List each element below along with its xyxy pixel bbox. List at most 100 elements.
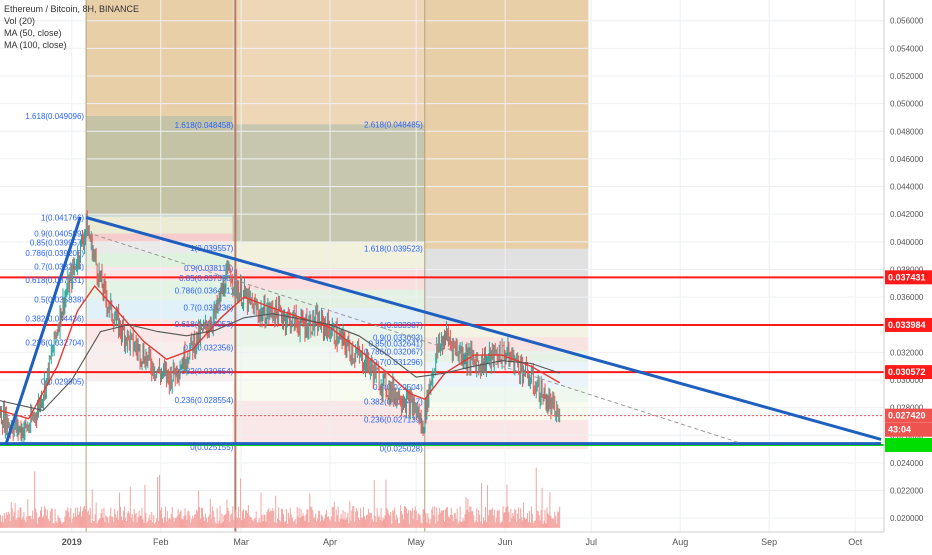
volume-bar	[255, 511, 257, 528]
volume-bar	[232, 506, 234, 528]
price-label: 0.027420	[888, 411, 926, 421]
volume-bar	[519, 518, 521, 528]
volume-bar	[269, 512, 271, 528]
volume-bar	[380, 507, 382, 528]
volume-bar	[286, 523, 288, 528]
volume-bar	[152, 522, 154, 528]
volume-bar	[192, 515, 194, 528]
volume-bar	[46, 509, 48, 528]
volume-bar	[341, 518, 343, 528]
volume-bar	[446, 507, 448, 528]
price-tick-label: 0.036000	[890, 293, 924, 302]
volume-bar	[202, 516, 204, 528]
volume-indicator-label[interactable]: Vol (20)	[4, 16, 36, 26]
volume-bar	[542, 523, 544, 528]
volume-bar	[444, 521, 446, 528]
volume-bar	[368, 512, 370, 528]
volume-bar	[352, 506, 354, 528]
volume-bar	[178, 514, 180, 528]
volume-bar	[107, 517, 109, 528]
volume-bar	[198, 490, 200, 528]
volume-bar	[314, 517, 316, 528]
volume-bar	[425, 513, 427, 528]
volume-bar	[399, 523, 401, 528]
volume-bar	[525, 519, 527, 528]
volume-bar	[151, 511, 153, 528]
ma50-indicator-label[interactable]: MA (50, close)	[4, 28, 62, 38]
volume-bar	[455, 518, 457, 528]
volume-bar	[57, 515, 59, 528]
volume-bar	[298, 508, 300, 528]
volume-bar	[540, 510, 542, 528]
volume-bar	[40, 506, 42, 528]
volume-bar	[97, 520, 99, 528]
volume-bar	[215, 523, 217, 528]
volume-bar	[62, 522, 64, 528]
volume-bar	[29, 515, 31, 528]
volume-bar	[83, 506, 85, 528]
volume-bar	[469, 506, 471, 528]
volume-bar	[146, 522, 148, 528]
volume-bar	[292, 521, 294, 528]
volume-bar	[512, 512, 514, 528]
volume-bar	[221, 513, 223, 528]
price-tick-label: 0.056000	[890, 17, 924, 26]
volume-bar	[383, 519, 385, 528]
volume-bar	[402, 514, 404, 528]
volume-bar	[459, 506, 461, 528]
fib-label: 0.5(0.029504)	[373, 383, 423, 392]
volume-bar	[82, 507, 84, 528]
volume-bar	[7, 511, 9, 528]
volume-bar	[207, 517, 209, 528]
volume-bar	[457, 523, 459, 528]
volume-bar	[329, 520, 331, 528]
ascending-trendline	[4, 216, 82, 446]
volume-bar	[376, 508, 378, 528]
volume-bar	[124, 517, 126, 528]
volume-bar	[26, 516, 28, 528]
volume-bar	[242, 509, 244, 528]
volume-bar	[537, 511, 539, 528]
volume-bar	[9, 520, 11, 528]
volume-bar	[311, 507, 313, 528]
volume-bar	[273, 510, 275, 528]
time-tick-label: Jul	[585, 537, 597, 547]
fib-zone	[424, 248, 589, 325]
volume-bar	[287, 512, 289, 528]
volume-bar	[456, 508, 458, 528]
descending-trendline	[85, 216, 882, 441]
volume-bar	[423, 509, 425, 528]
volume-bar	[492, 515, 494, 528]
volume-bar	[80, 516, 82, 528]
fib-zone	[424, 324, 589, 338]
ma100-indicator-label[interactable]: MA (100, close)	[4, 40, 67, 50]
volume-bar	[214, 522, 216, 528]
volume-bar	[222, 521, 224, 528]
volume-bar	[337, 506, 339, 528]
fib-label: 0.618(0.037231)	[25, 276, 84, 285]
volume-bar	[8, 513, 10, 528]
fib-label: 0.5(0.032356)	[184, 343, 234, 352]
volume-bar	[258, 517, 260, 528]
volume-bar	[277, 518, 279, 528]
volume-bar	[527, 521, 529, 528]
volume-bar	[100, 513, 102, 528]
fib-label: 0.7(0.038208)	[34, 263, 84, 272]
volume-bar	[236, 516, 238, 528]
volume-bar	[156, 518, 158, 528]
volume-bar	[244, 510, 246, 528]
volume-bar	[507, 506, 509, 528]
volume-bar	[130, 517, 132, 528]
fib-zone	[86, 116, 233, 217]
symbol-title[interactable]: Ethereum / Bitcoin, 8H, BINANCE	[4, 4, 140, 14]
volume-bar	[301, 516, 303, 528]
volume-bar	[348, 523, 350, 528]
volume-bar	[67, 507, 69, 528]
volume-bar	[476, 507, 478, 528]
volume-bar	[113, 521, 115, 528]
volume-bar	[39, 516, 41, 528]
volume-bar	[411, 508, 413, 528]
volume-bar	[21, 519, 23, 528]
